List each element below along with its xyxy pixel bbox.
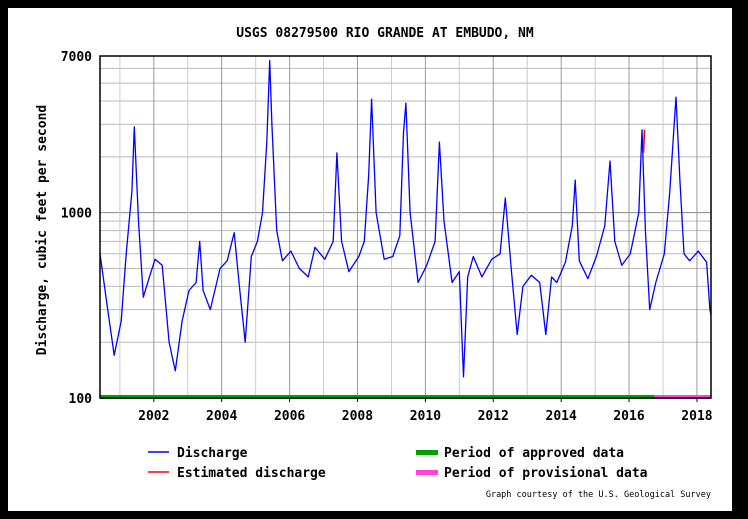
y-tick-label: 1000	[61, 207, 92, 222]
legend-label-provisional: Period of provisional data	[444, 466, 648, 481]
plot-border	[99, 55, 712, 399]
x-tick-labels: 2002 2004 2006 2008 2010 2012 2014 2016 2018	[138, 398, 713, 424]
chart-frame: USGS 08279500 RIO GRANDE AT EMBUDO, NM D…	[8, 8, 732, 511]
legend-label-approved: Period of approved data	[444, 446, 624, 461]
x-tick-label: 2004	[206, 409, 237, 424]
y-axis-label: Discharge, cubic feet per second	[35, 105, 50, 355]
x-tick-label: 2002	[138, 409, 169, 424]
period-bar-provisional	[654, 395, 711, 399]
x-tick-label: 2016	[613, 409, 644, 424]
legend-swatch-provisional	[416, 470, 438, 475]
legend-label-estimated: Estimated discharge	[177, 466, 326, 481]
y-tick-label: 7000	[61, 50, 92, 65]
credit-text: Graph courtesy of the U.S. Geological Su…	[486, 490, 711, 500]
series-line-discharge	[99, 60, 712, 378]
period-bars	[100, 395, 711, 399]
legend-swatch-approved	[416, 450, 438, 455]
legend-label-discharge: Discharge	[177, 446, 248, 461]
x-tick-label: 2008	[342, 409, 373, 424]
chart-title: USGS 08279500 RIO GRANDE AT EMBUDO, NM	[236, 26, 534, 41]
y-tick-label: 100	[69, 392, 93, 407]
x-tick-label: 2014	[546, 409, 577, 424]
x-tick-label: 2018	[681, 409, 712, 424]
x-tick-label: 2006	[274, 409, 305, 424]
discharge-chart: USGS 08279500 RIO GRANDE AT EMBUDO, NM D…	[35, 26, 713, 500]
y-tick-labels: 100 1000 7000	[61, 50, 92, 407]
series-lines	[99, 60, 712, 378]
x-tick-label: 2010	[410, 409, 441, 424]
legend: Discharge Estimated discharge Period of …	[148, 446, 648, 481]
series-line-estimated	[642, 129, 646, 153]
x-tick-label: 2012	[478, 409, 509, 424]
period-bar-approved	[100, 395, 655, 399]
